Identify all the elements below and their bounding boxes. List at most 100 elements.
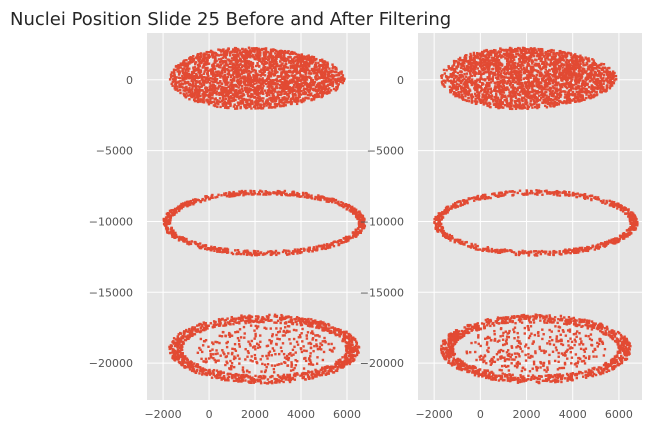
scatter-point	[164, 222, 167, 225]
scatter-point	[202, 63, 206, 66]
scatter-point	[282, 352, 286, 356]
scatter-point	[312, 55, 316, 59]
scatter-point	[254, 380, 257, 383]
scatter-point	[342, 79, 345, 83]
scatter-point	[177, 67, 180, 70]
scatter-point	[293, 51, 296, 55]
scatter-point	[237, 83, 240, 86]
scatter-point	[322, 84, 326, 88]
scatter-point	[177, 341, 181, 344]
scatter-point	[317, 194, 320, 197]
scatter-point	[225, 61, 228, 64]
scatter-point	[312, 349, 315, 353]
scatter-point	[174, 68, 177, 72]
scatter-point	[285, 79, 288, 82]
scatter-point	[345, 356, 348, 360]
scatter-point	[259, 189, 262, 192]
scatter-point	[250, 107, 253, 110]
scatter-point	[520, 96, 524, 99]
scatter-point	[284, 85, 288, 89]
scatter-point	[318, 335, 321, 338]
scatter-point	[183, 71, 186, 75]
scatter-point	[234, 373, 237, 376]
scatter-point	[322, 328, 326, 331]
scatter-point	[311, 370, 314, 373]
scatter-point	[187, 88, 190, 91]
scatter-point	[186, 63, 189, 66]
scatter-point	[181, 205, 184, 208]
scatter-point	[230, 99, 233, 103]
scatter-point	[275, 378, 279, 381]
scatter-point	[198, 372, 201, 375]
scatter-point	[232, 67, 235, 71]
scatter-point	[262, 53, 266, 56]
scatter-point	[234, 379, 238, 382]
scatter-point	[209, 322, 212, 325]
scatter-point	[314, 339, 318, 342]
scatter-point	[193, 99, 197, 103]
scatter-point	[311, 363, 315, 366]
scatter-point	[230, 57, 234, 60]
scatter-point	[229, 75, 233, 79]
scatter-point	[213, 51, 216, 54]
scatter-point	[281, 334, 285, 337]
scatter-point	[242, 71, 245, 74]
scatter-point	[230, 362, 234, 365]
scatter-point	[280, 104, 283, 107]
scatter-point	[276, 64, 280, 68]
scatter-point	[254, 74, 257, 77]
scatter-point	[179, 338, 183, 341]
scatter-point	[199, 322, 202, 326]
scatter-point	[311, 330, 314, 333]
scatter-point	[257, 375, 260, 379]
scatter-point	[176, 354, 180, 357]
scatter-point	[203, 52, 206, 55]
scatter-point	[320, 81, 323, 85]
scatter-point	[172, 210, 176, 213]
scatter-point	[324, 247, 327, 251]
scatter-point	[301, 69, 305, 72]
scatter-point	[286, 324, 290, 328]
scatter-point	[306, 324, 310, 327]
scatter-point	[307, 246, 311, 250]
scatter-point	[177, 65, 180, 68]
scatter-point	[234, 83, 237, 87]
scatter-point	[259, 90, 263, 93]
scatter-point	[263, 74, 267, 77]
scatter-point	[246, 61, 250, 65]
scatter-point	[330, 69, 333, 73]
scatter-point	[280, 377, 284, 381]
scatter-point	[276, 331, 280, 334]
scatter-point	[329, 329, 333, 333]
scatter-point	[360, 222, 363, 225]
scatter-point	[348, 350, 351, 354]
scatter-point	[185, 58, 188, 62]
scatter-point	[237, 86, 240, 89]
scatter-point	[350, 353, 353, 356]
scatter-point	[201, 372, 204, 375]
scatter-point	[294, 100, 297, 103]
scatter-point	[201, 93, 204, 96]
scatter-point	[189, 73, 193, 76]
scatter-point	[236, 63, 239, 67]
scatter-point	[202, 76, 206, 79]
scatter-point	[180, 206, 183, 209]
scatter-point	[221, 349, 224, 352]
scatter-point	[265, 354, 268, 358]
scatter-point	[188, 86, 191, 90]
scatter-point	[211, 89, 214, 92]
scatter-point	[176, 358, 180, 361]
scatter-point	[242, 97, 245, 101]
scatter-point	[264, 52, 267, 55]
scatter-point	[344, 240, 347, 243]
scatter-point	[223, 102, 226, 105]
scatter-point	[189, 363, 193, 366]
scatter-point	[315, 321, 318, 324]
scatter-point	[356, 227, 360, 230]
scatter-point	[355, 215, 358, 219]
scatter-point	[347, 354, 351, 358]
scatter-point	[197, 323, 201, 327]
scatter-point	[216, 74, 219, 77]
scatter-point	[298, 55, 301, 59]
scatter-point	[205, 326, 208, 329]
